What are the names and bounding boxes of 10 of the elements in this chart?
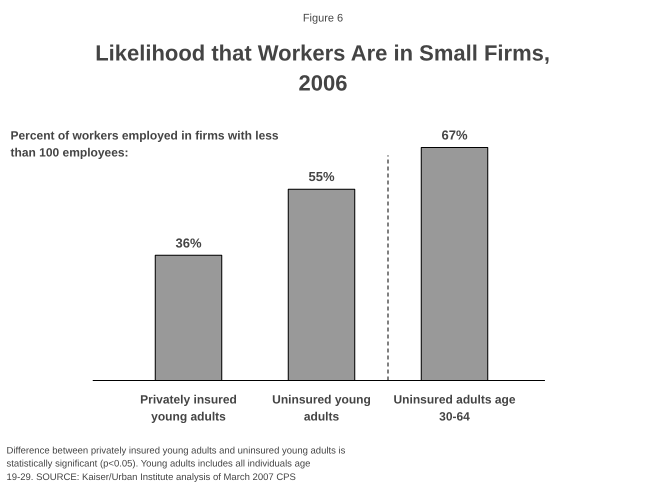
- x-tick-label: Uninsured young adults: [272, 392, 371, 424]
- text: Difference between privately insured young adults and uninsured young adults is statistically significant (p<0.05). Young adults includes all individuals age 19-29. SOURCE: Kaiser/Urban Institute analysis of March 2007 CPS: [6, 446, 346, 483]
- x-tick-label: Privately insured young adults: [140, 392, 237, 424]
- data-label: 36%: [175, 235, 202, 250]
- data-label: 67%: [441, 128, 468, 142]
- chart-subtitle: Percent of workers employed in firms with less than 100 employees:: [10, 128, 279, 160]
- x-tick-label: Uninsured adults age 30-64: [393, 392, 516, 424]
- data-label: 55%: [308, 169, 335, 184]
- caption: Figure 6: [302, 12, 344, 24]
- chart-title: Likelihood that Workers Are in Small Firms, 2006: [95, 40, 550, 96]
